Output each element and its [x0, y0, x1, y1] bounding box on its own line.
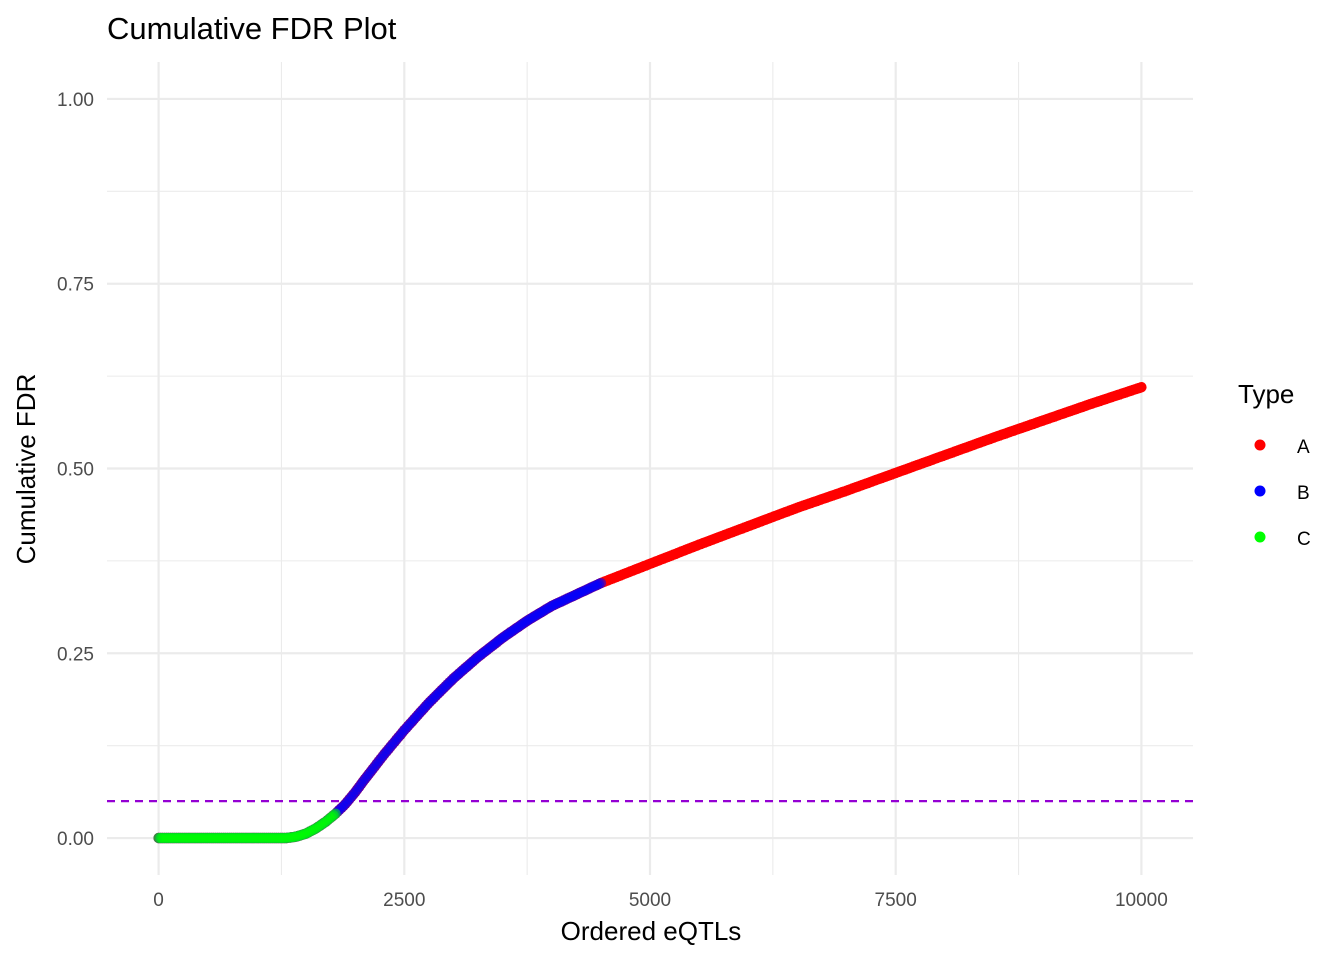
data-points	[153, 382, 1147, 844]
series-b	[153, 577, 607, 844]
y-tick-label: 0.75	[57, 275, 94, 296]
legend-key-c	[1254, 531, 1266, 543]
x-tick-label: 7500	[875, 890, 917, 911]
y-tick-label: 0.50	[57, 460, 94, 481]
y-tick-label: 0.00	[57, 829, 94, 850]
legend-label-a: A	[1297, 437, 1310, 458]
legend-label-b: B	[1297, 483, 1310, 504]
point-c	[330, 808, 341, 819]
legend: Type A B C	[1238, 379, 1311, 550]
x-tick-label: 5000	[629, 890, 671, 911]
chart-title: Cumulative FDR Plot	[107, 11, 397, 46]
major-gridlines	[107, 62, 1193, 875]
legend-label-c: C	[1297, 529, 1311, 550]
y-axis-title: Cumulative FDR	[11, 374, 41, 565]
point-a	[1136, 382, 1147, 393]
series-c	[153, 808, 341, 844]
y-tick-label: 1.00	[57, 90, 94, 111]
legend-key-b	[1254, 485, 1266, 497]
x-tick-label: 10000	[1115, 890, 1168, 911]
y-tick-label: 0.25	[57, 644, 94, 665]
point-b	[595, 577, 607, 589]
legend-title: Type	[1238, 379, 1294, 409]
x-axis-title: Ordered eQTLs	[561, 916, 742, 946]
x-tick-label: 2500	[383, 890, 425, 911]
y-axis-tick-labels: 0.00 0.25 0.50 0.75 1.00	[57, 90, 94, 850]
legend-key-a	[1254, 439, 1266, 451]
x-axis-tick-labels: 0 2500 5000 7500 10000	[153, 890, 1168, 911]
x-tick-label: 0	[153, 890, 164, 911]
